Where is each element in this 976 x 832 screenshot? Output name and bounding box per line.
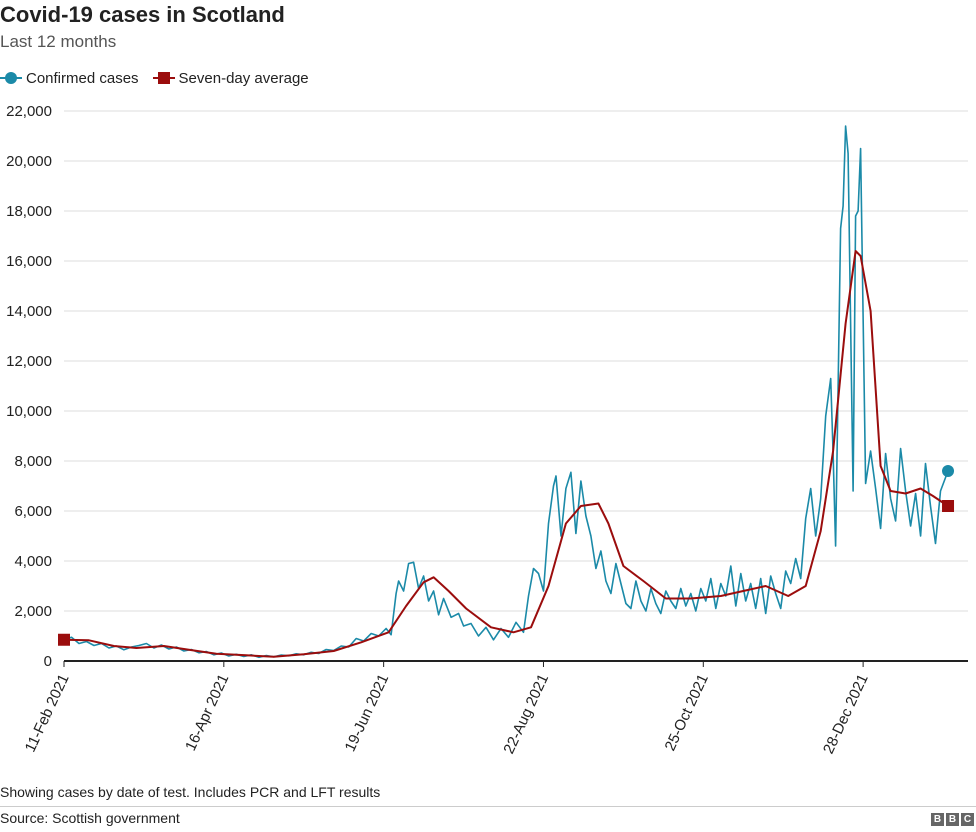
x-tick-label: 22-Aug 2021: [500, 672, 552, 757]
chart-subtitle: Last 12 months: [0, 32, 117, 51]
x-tick-label: 19-Jun 2021: [342, 672, 393, 755]
legend-item-confirmed: Confirmed cases: [0, 70, 139, 87]
square-marker-icon: [152, 71, 175, 85]
average-end-point: [942, 500, 955, 512]
seven-day-average-line: [63, 250, 949, 658]
logo-letter: B: [931, 813, 944, 826]
y-tick-label: 20,000: [6, 153, 52, 170]
x-tick-label: 11-Feb 2021: [22, 672, 73, 755]
source-text: Source: Scottish government: [0, 810, 180, 826]
legend-label-confirmed: Confirmed cases: [26, 69, 139, 87]
y-tick-label: 12,000: [6, 353, 52, 370]
x-axis-labels: 11-Feb 2021 16-Apr 2021 19-Jun 2021 22-Aug …: [22, 672, 872, 757]
logo-letter: C: [961, 813, 974, 826]
series-markers: [58, 465, 955, 646]
y-tick-label: 8,000: [14, 453, 52, 470]
y-tick-label: 6,000: [14, 503, 52, 520]
confirmed-cases-end-point: [942, 465, 955, 477]
bbc-logo: B B C: [929, 813, 974, 826]
average-start-point: [58, 633, 70, 646]
series-lines: [63, 125, 949, 659]
y-tick-label: 18,000: [6, 203, 52, 220]
gridlines: [63, 110, 968, 667]
confirmed-cases-line: [63, 125, 949, 659]
footnote: Showing cases by date of test. Includes …: [0, 784, 381, 800]
logo-letter: B: [946, 813, 959, 826]
legend: Confirmed cases Seven-day average: [0, 67, 323, 89]
y-tick-label: 22,000: [6, 103, 52, 120]
x-tick-label: 25-Oct 2021: [662, 672, 712, 754]
y-tick-label: 0: [44, 653, 52, 670]
y-tick-label: 14,000: [6, 303, 52, 320]
chart-title: Covid-19 cases in Scotland: [0, 2, 285, 27]
y-axis-labels: 0 2,000 4,000 6,000 8,000 10,000 12,000 14,000 1…: [6, 103, 52, 670]
circle-marker-icon: [0, 71, 22, 85]
legend-label-average: Seven-day average: [178, 69, 309, 87]
y-tick-label: 4,000: [14, 553, 52, 570]
y-tick-label: 2,000: [14, 603, 52, 620]
y-tick-label: 10,000: [6, 403, 52, 420]
legend-item-average: Seven-day average: [152, 69, 309, 87]
y-tick-label: 16,000: [6, 253, 52, 270]
line-chart: 0 2,000 4,000 6,000 8,000 10,000 12,000 14,000 1…: [6, 103, 968, 757]
x-tick-label: 16-Apr 2021: [182, 672, 232, 754]
x-tick-label: 28-Dec 2021: [820, 672, 872, 757]
footer-divider: [0, 806, 976, 807]
